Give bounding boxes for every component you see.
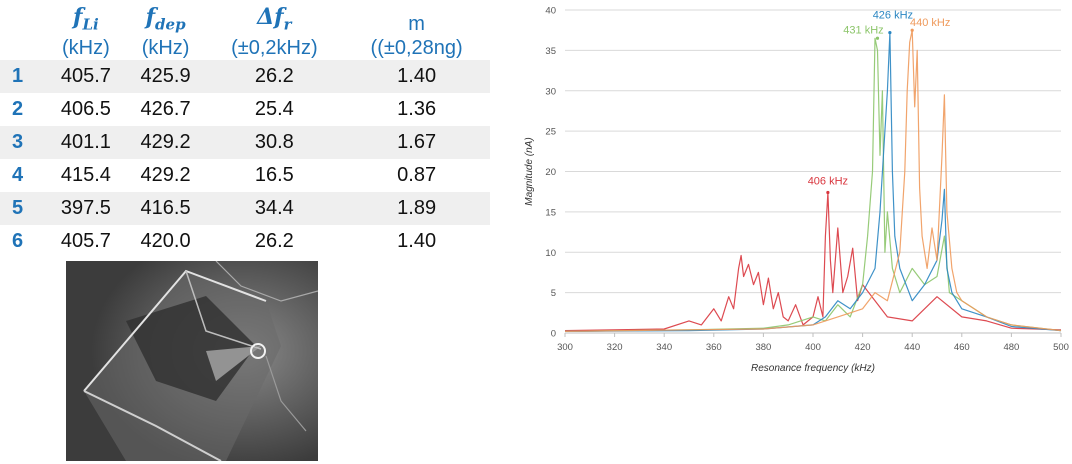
delta-fr-cell: 30.8: [254, 131, 294, 153]
row-index-cell: 2: [12, 98, 24, 120]
delta-fr-cell: 25.4: [254, 98, 294, 120]
y-axis-label: Magnitude (nA): [524, 137, 535, 205]
peak-label: 440 kHz: [910, 17, 950, 29]
y-tick-label: 15: [545, 207, 556, 218]
results-table: fLi (kHz) fdep (kHz) Δfr (±0,2kHz) m ((±…: [0, 0, 490, 258]
f-dep-cell: 420.0: [140, 230, 191, 252]
header-f-dep: fdep (kHz): [126, 0, 206, 60]
f-li-cell: 405.7: [60, 65, 111, 87]
table-row: 3 401.1 429.2 30.8 1.67: [0, 126, 490, 159]
row-index-cell: 1: [12, 65, 24, 87]
x-tick-label: 300: [557, 342, 573, 353]
f-li-cell: 401.1: [60, 131, 111, 153]
series-line-2: [564, 32, 1062, 332]
y-tick-label: 35: [545, 46, 556, 57]
y-tick-label: 25: [545, 127, 556, 138]
header-mass: m ((±0,28ng): [343, 0, 490, 60]
f-li-cell: 406.5: [60, 98, 111, 120]
header-f-li-symbol: fLi: [73, 3, 99, 33]
table-row: 2 406.5 426.7 25.4 1.36: [0, 93, 490, 126]
row-index-cell: 6: [12, 230, 24, 252]
delta-fr-cell: 26.2: [254, 65, 294, 87]
series-peak-point-2: [888, 31, 892, 35]
header-f-dep-unit: (kHz): [141, 37, 190, 59]
x-tick-label: 420: [855, 342, 871, 353]
sem-micrograph-image: [66, 261, 318, 461]
y-tick-label: 30: [545, 86, 556, 97]
table-row: 6 405.7 420.0 26.2 1.40: [0, 225, 490, 258]
series-line-0: [564, 191, 1062, 332]
f-dep-cell: 425.9: [140, 65, 191, 87]
row-index-cell: 4: [12, 164, 24, 186]
header-mass-symbol: m: [408, 13, 425, 35]
series-line-3: [564, 29, 1062, 332]
mass-cell: 0.87: [397, 164, 437, 186]
table-row: 1 405.7 425.9 26.2 1.40: [0, 60, 490, 93]
x-tick-label: 360: [706, 342, 722, 353]
x-tick-label: 500: [1053, 342, 1069, 353]
sem-micrograph: [66, 261, 318, 461]
resonance-spectrum-chart: 0 5 10 15 20 25 30 35 40 300 320 340 360 380 400 420 440…: [524, 6, 1069, 375]
series-peak-point-1: [875, 36, 880, 40]
f-li-cell: 397.5: [60, 197, 111, 219]
mass-cell: 1.40: [397, 230, 437, 252]
x-tick-label: 320: [607, 342, 623, 353]
f-li-cell: 405.7: [60, 230, 111, 252]
x-tick-label: 380: [755, 342, 771, 353]
table-header-row: fLi (kHz) fdep (kHz) Δfr (±0,2kHz) m ((±…: [0, 0, 490, 60]
x-tick-label: 400: [805, 342, 821, 353]
table-row: 4 415.4 429.2 16.5 0.87: [0, 159, 490, 192]
delta-fr-cell: 34.4: [254, 197, 294, 219]
peak-label: 426 kHz: [873, 10, 913, 22]
header-index: [0, 0, 46, 60]
x-tick-label: 340: [656, 342, 672, 353]
header-delta-fr-unit: (±0,2kHz): [231, 37, 318, 59]
header-delta-fr-symbol: Δfr: [257, 3, 292, 33]
row-index-cell: 3: [12, 131, 24, 153]
series-peak-point-0: [826, 190, 830, 195]
series-peak-point-3: [910, 28, 914, 32]
y-tick-label: 0: [551, 329, 556, 340]
header-f-li: fLi (kHz): [46, 0, 126, 60]
y-tick-label: 40: [545, 6, 556, 17]
f-li-cell: 415.4: [60, 164, 111, 186]
f-dep-cell: 416.5: [140, 197, 191, 219]
x-tick-label: 460: [954, 342, 970, 353]
f-dep-cell: 429.2: [140, 164, 191, 186]
x-tick-label: 480: [1003, 342, 1019, 353]
mass-cell: 1.89: [397, 197, 437, 219]
header-f-li-unit: (kHz): [61, 37, 110, 59]
x-axis-label: Resonance frequency (kHz): [751, 363, 875, 374]
mass-cell: 1.36: [397, 98, 437, 120]
table-row: 5 397.5 416.5 34.4 1.89: [0, 192, 490, 225]
mass-cell: 1.67: [397, 131, 437, 153]
header-f-dep-symbol: fdep: [145, 3, 186, 33]
header-mass-unit: ((±0,28ng): [370, 37, 463, 59]
x-tick-label: 440: [904, 342, 920, 353]
f-dep-cell: 429.2: [140, 131, 191, 153]
row-index-cell: 5: [12, 197, 24, 219]
f-dep-cell: 426.7: [140, 98, 191, 120]
y-tick-label: 5: [551, 288, 556, 299]
peak-label: 406 kHz: [808, 175, 848, 187]
delta-fr-cell: 16.5: [254, 164, 294, 186]
delta-fr-cell: 26.2: [254, 230, 294, 252]
peak-label: 431 kHz: [843, 24, 883, 36]
results-table-container: fLi (kHz) fdep (kHz) Δfr (±0,2kHz) m ((±…: [0, 0, 490, 258]
y-tick-label: 20: [545, 167, 556, 178]
mass-cell: 1.40: [397, 65, 437, 87]
header-delta-fr: Δfr (±0,2kHz): [205, 0, 343, 60]
y-tick-label: 10: [545, 248, 556, 259]
